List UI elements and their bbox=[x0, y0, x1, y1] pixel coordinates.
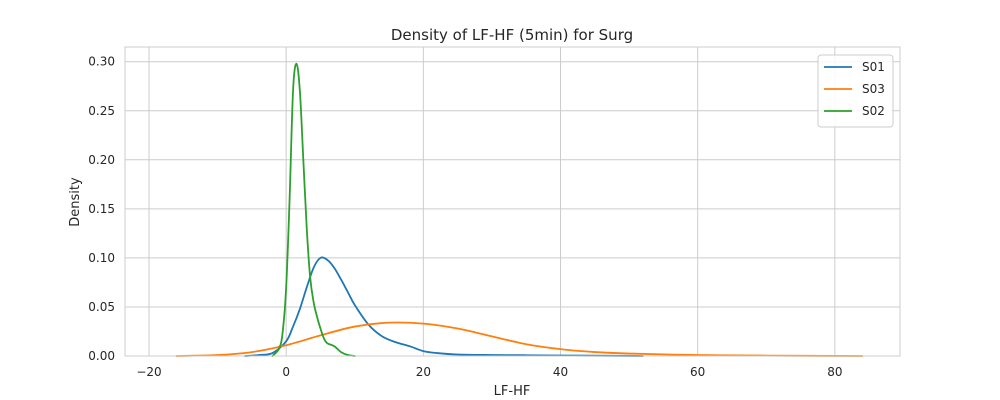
series-layer bbox=[175, 62, 864, 357]
y-tick-label: 0.00 bbox=[88, 349, 115, 363]
x-tick-label: 60 bbox=[690, 365, 705, 379]
series-line-s01 bbox=[244, 256, 644, 357]
y-tick-label: 0.15 bbox=[88, 202, 115, 216]
x-tick-label: −20 bbox=[136, 365, 161, 379]
ticks-layer: −20 0 20 40 60 80 0.00 0.05 0.10 0.15 0.20 0.25 0.30 bbox=[88, 55, 842, 379]
legend-box bbox=[817, 54, 894, 128]
legend-label: S02 bbox=[862, 104, 885, 118]
legend-label: S01 bbox=[862, 60, 885, 74]
plot-frame bbox=[124, 46, 901, 357]
grid-layer bbox=[125, 47, 900, 357]
y-axis-label: Density bbox=[68, 177, 83, 227]
legend-label: S03 bbox=[862, 82, 885, 96]
x-tick-label: 80 bbox=[827, 365, 842, 379]
series-line-s02 bbox=[271, 62, 356, 357]
series-line-s03 bbox=[175, 321, 864, 357]
y-tick-label: 0.10 bbox=[88, 251, 115, 265]
y-tick-label: 0.20 bbox=[88, 153, 115, 167]
chart-title: Density of LF-HF (5min) for Surg bbox=[391, 26, 633, 44]
x-tick-label: 0 bbox=[282, 365, 290, 379]
legend: S01 S03 S02 bbox=[817, 54, 894, 128]
x-tick-label: 20 bbox=[416, 365, 431, 379]
y-tick-label: 0.30 bbox=[88, 55, 115, 69]
x-axis-label: LF-HF bbox=[494, 384, 531, 399]
y-tick-label: 0.25 bbox=[88, 104, 115, 118]
y-tick-label: 0.05 bbox=[88, 300, 115, 314]
x-tick-label: 40 bbox=[553, 365, 568, 379]
